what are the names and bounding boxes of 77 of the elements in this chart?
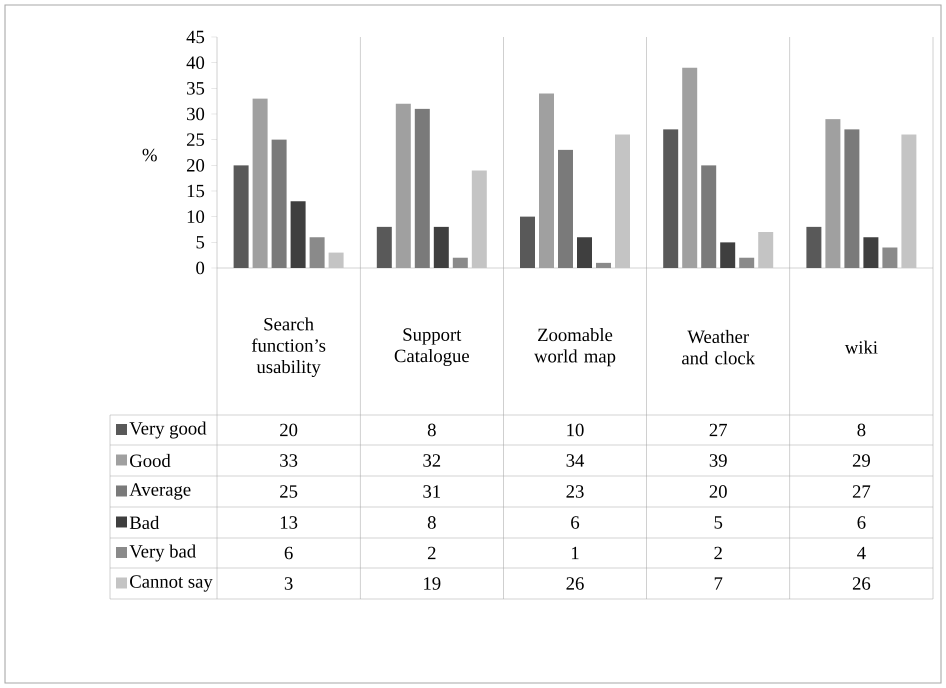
x-tick-label: Weather and clock: [682, 330, 756, 364]
y-tick-label: 25: [186, 133, 204, 146]
data-label: 6: [284, 546, 293, 560]
bar: [882, 247, 898, 268]
y-tick-label: 20: [186, 159, 204, 172]
bar: [328, 252, 344, 268]
bar: [234, 165, 249, 268]
data-label: 19: [424, 577, 440, 590]
x-tick-label: Search function’s usability: [252, 317, 326, 377]
data-label: 6: [571, 516, 580, 529]
data-label: 34: [566, 454, 584, 467]
x-tick-label: Support Catalogue: [394, 328, 469, 366]
x-tick-label: Zoomable world map: [534, 328, 616, 366]
data-label: 20: [710, 485, 727, 498]
data-label: 13: [280, 516, 298, 529]
data-label: 1: [572, 546, 579, 560]
bar: [520, 216, 535, 268]
bar: [472, 170, 487, 268]
data-label: 31: [423, 485, 440, 498]
bar: [720, 242, 736, 268]
bar: [806, 226, 822, 268]
y-tick-label: 40: [186, 56, 204, 69]
bar: [663, 129, 678, 268]
bar: [414, 108, 430, 268]
bar: [376, 226, 392, 268]
data-label: 20: [280, 424, 298, 436]
data-label: 26: [566, 577, 584, 590]
data-label: 6: [858, 516, 866, 529]
legend-label: Cannot say: [130, 575, 213, 592]
legend-label: Bad: [130, 516, 160, 530]
bar: [452, 258, 468, 268]
data-label: 2: [714, 546, 722, 560]
y-tick-label: 10: [188, 210, 204, 223]
legend-label: Average: [129, 483, 190, 500]
data-label: 29: [852, 454, 870, 467]
data-label: 27: [710, 424, 728, 436]
data-label: 26: [852, 577, 870, 590]
data-label: 33: [280, 454, 298, 467]
data-label: 4: [857, 546, 866, 560]
data-label: 7: [714, 577, 722, 590]
y-tick-label: 5: [196, 236, 204, 249]
bar: [739, 258, 754, 268]
bar: [901, 134, 916, 268]
data-label: 8: [857, 424, 866, 436]
bar: [615, 134, 630, 268]
bar: [577, 237, 592, 268]
data-label: 23: [566, 485, 584, 498]
bar: [844, 129, 860, 268]
legend-label: Very good: [129, 421, 206, 438]
data-label: 8: [428, 424, 436, 436]
x-tick-label: wiki: [844, 340, 878, 354]
data-label: 32: [423, 454, 440, 467]
y-tick-label: 15: [188, 184, 204, 198]
data-label: 25: [280, 485, 298, 498]
bar: [863, 237, 878, 268]
data-label: 5: [714, 516, 722, 529]
bar: [758, 232, 774, 268]
legend-label: Good: [130, 454, 171, 468]
data-label: 10: [567, 424, 584, 436]
data-label: 27: [852, 485, 870, 498]
data-label: 3: [284, 577, 293, 590]
legend-label: Very bad: [129, 544, 196, 562]
bar: [596, 262, 611, 268]
y-axis-title: %: [142, 148, 157, 162]
y-tick-label: 35: [187, 82, 204, 95]
bar: [701, 165, 716, 268]
y-tick-label: 45: [186, 30, 204, 44]
bar: [558, 150, 573, 268]
data-label: 2: [428, 546, 436, 560]
bar: [290, 201, 306, 268]
bar: [310, 237, 325, 268]
data-label: 8: [428, 516, 436, 529]
bar: [434, 226, 449, 268]
y-tick-label: 0: [196, 262, 204, 274]
bar: [272, 140, 287, 268]
y-tick-label: 30: [187, 108, 204, 120]
data-label: 39: [710, 454, 727, 467]
